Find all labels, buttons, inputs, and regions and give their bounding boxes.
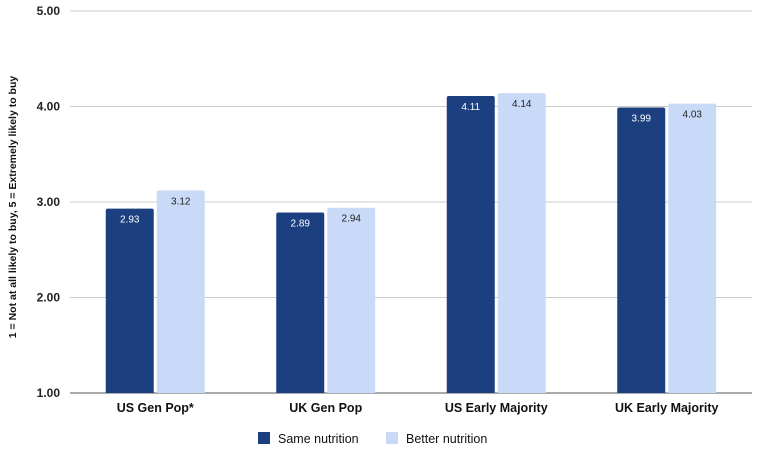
y-tick-label: 4.00	[37, 100, 61, 114]
legend-swatch	[258, 432, 270, 444]
bar	[617, 107, 666, 393]
bars	[105, 93, 717, 394]
y-tick-label: 5.00	[37, 4, 61, 18]
y-tick-label: 1.00	[37, 386, 61, 400]
y-tick-label: 3.00	[37, 195, 61, 209]
x-category-label: UK Gen Pop	[289, 401, 362, 415]
data-label: 4.14	[512, 99, 532, 110]
bar	[668, 103, 717, 393]
x-category-label: US Gen Pop*	[117, 401, 194, 415]
data-label: 2.89	[291, 219, 311, 230]
y-axis-label: 1 = Not at all likely to buy, 5 = Extrem…	[7, 76, 19, 339]
bar	[446, 95, 495, 394]
data-label: 4.03	[683, 110, 703, 121]
legend-swatch	[386, 432, 398, 444]
data-labels: 2.93 3.12 2.89 2.94 4.11 4.14 3.99 4.03	[120, 99, 702, 229]
data-label: 2.94	[342, 214, 362, 225]
y-axis-ticks: 1.00 2.00 3.00 4.00 5.00	[37, 4, 61, 400]
data-label: 2.93	[120, 215, 140, 226]
legend-label: Better nutrition	[406, 432, 487, 446]
data-label: 3.12	[171, 197, 191, 208]
bar	[156, 190, 205, 393]
x-category-label: US Early Majority	[445, 401, 548, 415]
bar	[497, 93, 546, 393]
bar	[276, 212, 325, 393]
legend: Same nutrition Better nutrition	[258, 432, 487, 446]
x-axis-categories: US Gen Pop* UK Gen Pop US Early Majority UK…	[117, 401, 719, 415]
bar	[105, 208, 154, 393]
bar	[327, 207, 376, 393]
x-category-label: UK Early Majority	[615, 401, 719, 415]
legend-label: Same nutrition	[278, 432, 359, 446]
data-label: 3.99	[632, 113, 652, 124]
y-tick-label: 2.00	[37, 291, 61, 305]
data-label: 4.11	[461, 102, 480, 113]
